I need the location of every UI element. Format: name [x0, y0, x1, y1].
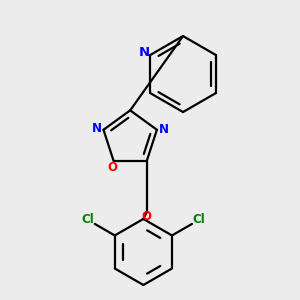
Text: Cl: Cl [81, 213, 94, 226]
Text: O: O [142, 210, 152, 223]
Text: N: N [158, 123, 169, 136]
Text: O: O [107, 160, 117, 174]
Text: N: N [139, 46, 150, 59]
Text: Cl: Cl [193, 213, 206, 226]
Text: N: N [92, 122, 102, 135]
